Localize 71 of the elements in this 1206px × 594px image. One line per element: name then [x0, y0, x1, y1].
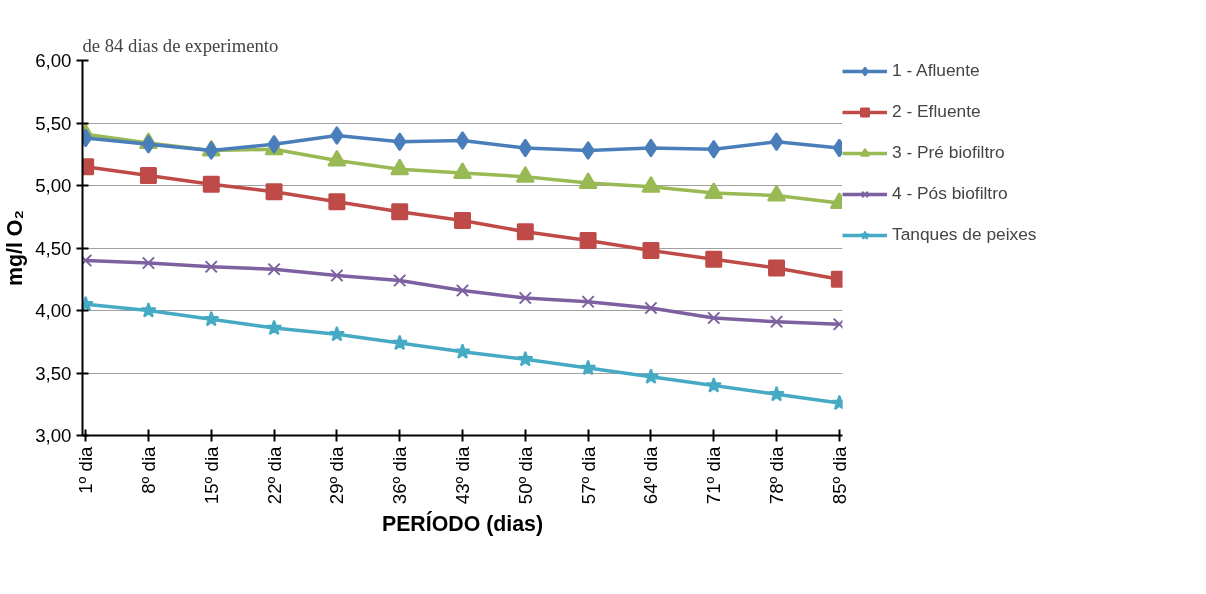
point: [265, 319, 283, 336]
x-tick-label: 15º dia: [200, 445, 222, 505]
y-tick-label: 3,00: [35, 425, 72, 446]
point: [328, 193, 346, 211]
x-tick-label: 50º dia: [514, 445, 536, 505]
point: [642, 368, 660, 384]
point: [705, 377, 722, 393]
point: [581, 141, 595, 160]
point: [705, 250, 723, 268]
point: [140, 302, 157, 318]
point: [202, 175, 220, 193]
y-tick-label: 6,00: [35, 50, 72, 71]
y-axis-title: mg/l O₂: [3, 210, 28, 286]
legend-label: 4 - Pós biofiltro: [892, 183, 1008, 204]
point: [642, 242, 660, 259]
point: [768, 385, 785, 402]
point: [330, 126, 344, 145]
point: [391, 334, 408, 351]
point: [579, 359, 597, 376]
point: [644, 138, 658, 158]
point: [330, 268, 344, 283]
x-tick-label: 64º dia: [640, 445, 662, 505]
point: [769, 315, 784, 329]
point: [644, 301, 658, 315]
point: [204, 260, 218, 274]
y-tick-label: 5,50: [35, 112, 72, 134]
point: [391, 203, 409, 221]
point: [454, 343, 471, 359]
point: [203, 310, 220, 327]
point: [516, 223, 534, 241]
x-tick-label: 85º dia: [828, 445, 850, 505]
point: [769, 132, 784, 152]
x-tick-label: 36º dia: [389, 445, 411, 505]
point: [265, 183, 283, 201]
x-axis-title: PERÍODO (dias): [381, 511, 544, 537]
point: [267, 134, 281, 154]
point: [455, 283, 470, 298]
point: [393, 273, 407, 288]
legend-label: 3 - Pré biofiltro: [892, 142, 1005, 163]
x-tick-label: 22º dia: [263, 445, 285, 505]
point: [579, 232, 597, 249]
point: [518, 291, 532, 305]
x-tick-label: 1º dia: [75, 445, 97, 494]
point: [707, 139, 721, 159]
point: [455, 131, 470, 150]
legend-label: 2 - Efluente: [892, 101, 981, 122]
legend-label: 1 - Afluente: [892, 60, 980, 81]
point: [518, 138, 532, 158]
y-tick-label: 5,00: [35, 175, 72, 196]
legend-label: Tanques de peixes: [892, 224, 1037, 245]
point: [454, 212, 471, 229]
x-tick-label: 71º dia: [703, 445, 725, 505]
y-tick-label: 4,50: [35, 237, 72, 259]
point: [141, 256, 156, 270]
point: [393, 132, 407, 152]
point: [139, 167, 157, 184]
x-tick-label: 8º dia: [137, 445, 159, 494]
x-tick-label: 29º dia: [326, 445, 348, 505]
point: [517, 350, 534, 367]
x-tick-label: 43º dia: [452, 445, 473, 505]
point: [267, 262, 281, 276]
point: [141, 134, 156, 154]
point: [328, 325, 346, 342]
y-tick-label: 3,50: [35, 362, 72, 384]
x-tick-label: 78º dia: [766, 445, 788, 505]
point: [768, 259, 786, 277]
point: [707, 311, 721, 325]
text: de 84 dias de experimento: [82, 34, 279, 56]
point: [581, 295, 595, 309]
x-tick-label: 57º dia: [577, 445, 599, 505]
y-tick-label: 4,00: [35, 300, 72, 321]
